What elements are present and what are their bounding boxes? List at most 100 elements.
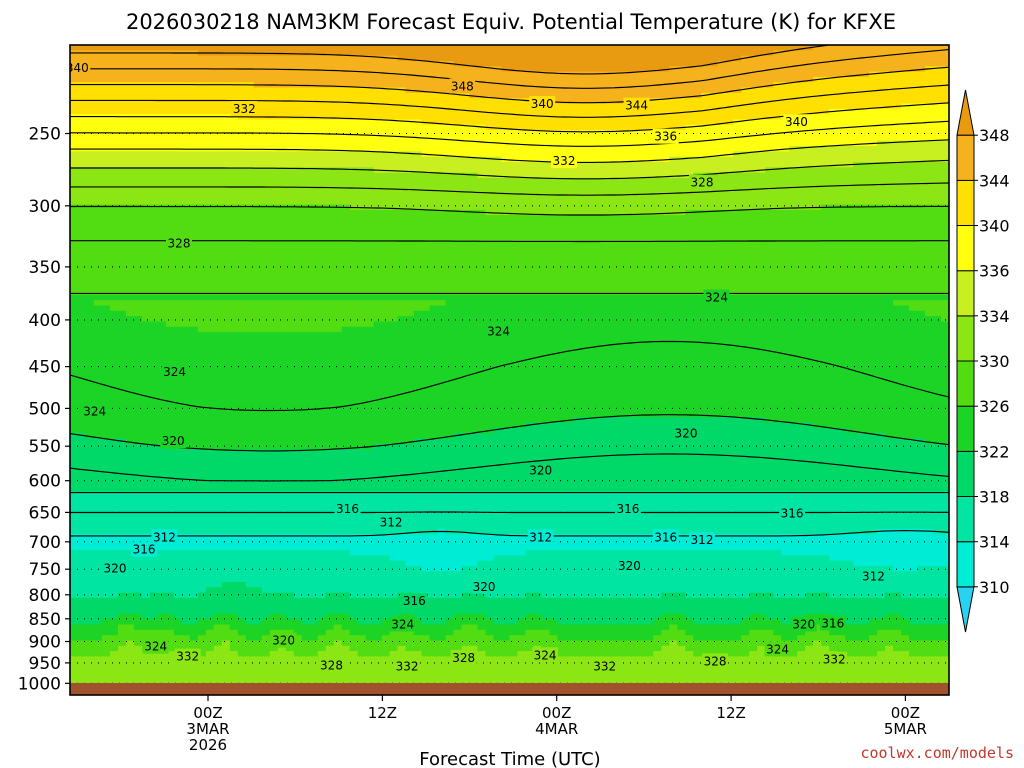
shade-cell <box>389 119 399 126</box>
shade-cell <box>309 167 319 174</box>
shade-cell <box>261 278 271 285</box>
shade-cell <box>157 199 167 206</box>
shade-cell <box>229 247 239 253</box>
shade-cell <box>757 262 766 269</box>
shade-cell <box>125 204 135 211</box>
shade-cell <box>757 193 766 200</box>
shade-cell <box>301 161 311 168</box>
shade-cell <box>117 278 127 285</box>
shade-cell <box>605 92 614 99</box>
shade-cell <box>821 172 830 179</box>
shade-cell <box>541 55 551 62</box>
shade-cell <box>693 82 702 89</box>
shade-cell <box>461 183 471 190</box>
shade-cell <box>141 183 151 190</box>
shade-cell <box>285 220 295 227</box>
shade-cell <box>517 273 527 280</box>
shade-cell <box>421 146 431 152</box>
shade-cell <box>261 140 271 147</box>
shade-cell <box>189 98 199 105</box>
shade-cell <box>141 156 151 163</box>
shade-cell <box>605 199 614 206</box>
shade-cell <box>413 268 423 275</box>
shade-cell <box>253 119 263 126</box>
shade-cell <box>917 172 926 179</box>
shade-cell <box>933 108 942 115</box>
shade-cell <box>229 156 239 163</box>
shade-cell <box>669 199 678 206</box>
shade-cell <box>653 273 662 280</box>
shade-cell <box>757 66 766 73</box>
shade-cell <box>149 156 159 163</box>
shade-cell <box>213 161 223 168</box>
shade-cell <box>381 108 391 115</box>
shade-cell <box>325 199 335 206</box>
shade-cell <box>853 193 862 200</box>
shade-cell <box>869 114 878 121</box>
shade-cell <box>941 55 949 62</box>
shade-cell <box>253 124 263 131</box>
shade-cell <box>357 247 367 253</box>
shade-cell <box>485 161 495 168</box>
shade-cell <box>77 209 87 216</box>
shade-cell <box>605 140 614 147</box>
shade-cell <box>173 209 183 216</box>
shade-cell <box>925 60 934 67</box>
shade-cell <box>645 135 654 142</box>
shade-cell <box>773 55 782 62</box>
shade-cell <box>101 98 111 105</box>
shade-cell <box>925 114 934 121</box>
shade-cell <box>125 268 135 275</box>
shade-cell <box>917 76 926 83</box>
shade-cell <box>109 87 119 94</box>
shade-cell <box>789 108 798 115</box>
shade-cell <box>485 183 495 190</box>
shade-cell <box>85 92 95 99</box>
shade-cell <box>325 124 335 131</box>
shade-cell <box>261 193 271 200</box>
shade-cell <box>509 87 519 94</box>
shade-cell <box>813 257 822 264</box>
shade-cell <box>77 55 87 62</box>
shade-cell <box>213 199 223 206</box>
shade-cell <box>621 66 630 73</box>
shade-cell <box>93 71 103 78</box>
shade-cell <box>181 177 191 184</box>
shade-cell <box>125 183 135 190</box>
shade-cell <box>725 199 734 206</box>
shade-cell <box>437 66 447 73</box>
shade-cell <box>341 188 351 195</box>
shade-cell <box>501 193 511 200</box>
shade-cell <box>141 82 151 89</box>
shade-cell <box>597 130 606 136</box>
shade-cell <box>565 130 575 136</box>
shade-cell <box>397 108 407 115</box>
shade-cell <box>773 188 782 195</box>
shade-cell <box>749 268 758 275</box>
shade-cell <box>501 87 511 94</box>
shade-cell <box>453 220 463 227</box>
shade-cell <box>429 278 439 285</box>
shade-cell <box>341 231 351 237</box>
shade-cell <box>933 209 942 216</box>
shade-cell <box>341 124 351 131</box>
shade-cell <box>749 273 758 280</box>
shade-cell <box>821 247 830 253</box>
shade-cell <box>645 114 654 121</box>
shade-cell <box>77 167 87 174</box>
shade-cell <box>821 188 830 195</box>
shade-cell <box>877 98 886 105</box>
shade-cell <box>541 50 551 57</box>
shade-cell <box>517 71 527 78</box>
shade-cell <box>149 188 159 195</box>
shade-cell <box>341 252 351 259</box>
shade-cell <box>301 193 311 200</box>
shade-cell <box>373 284 383 291</box>
shade-cell <box>773 156 782 163</box>
shade-cell <box>525 273 535 280</box>
shade-cell <box>333 108 343 115</box>
shade-cell <box>669 172 678 179</box>
shade-cell <box>397 209 407 216</box>
shade-cell <box>437 204 447 211</box>
shade-cell <box>261 209 271 216</box>
